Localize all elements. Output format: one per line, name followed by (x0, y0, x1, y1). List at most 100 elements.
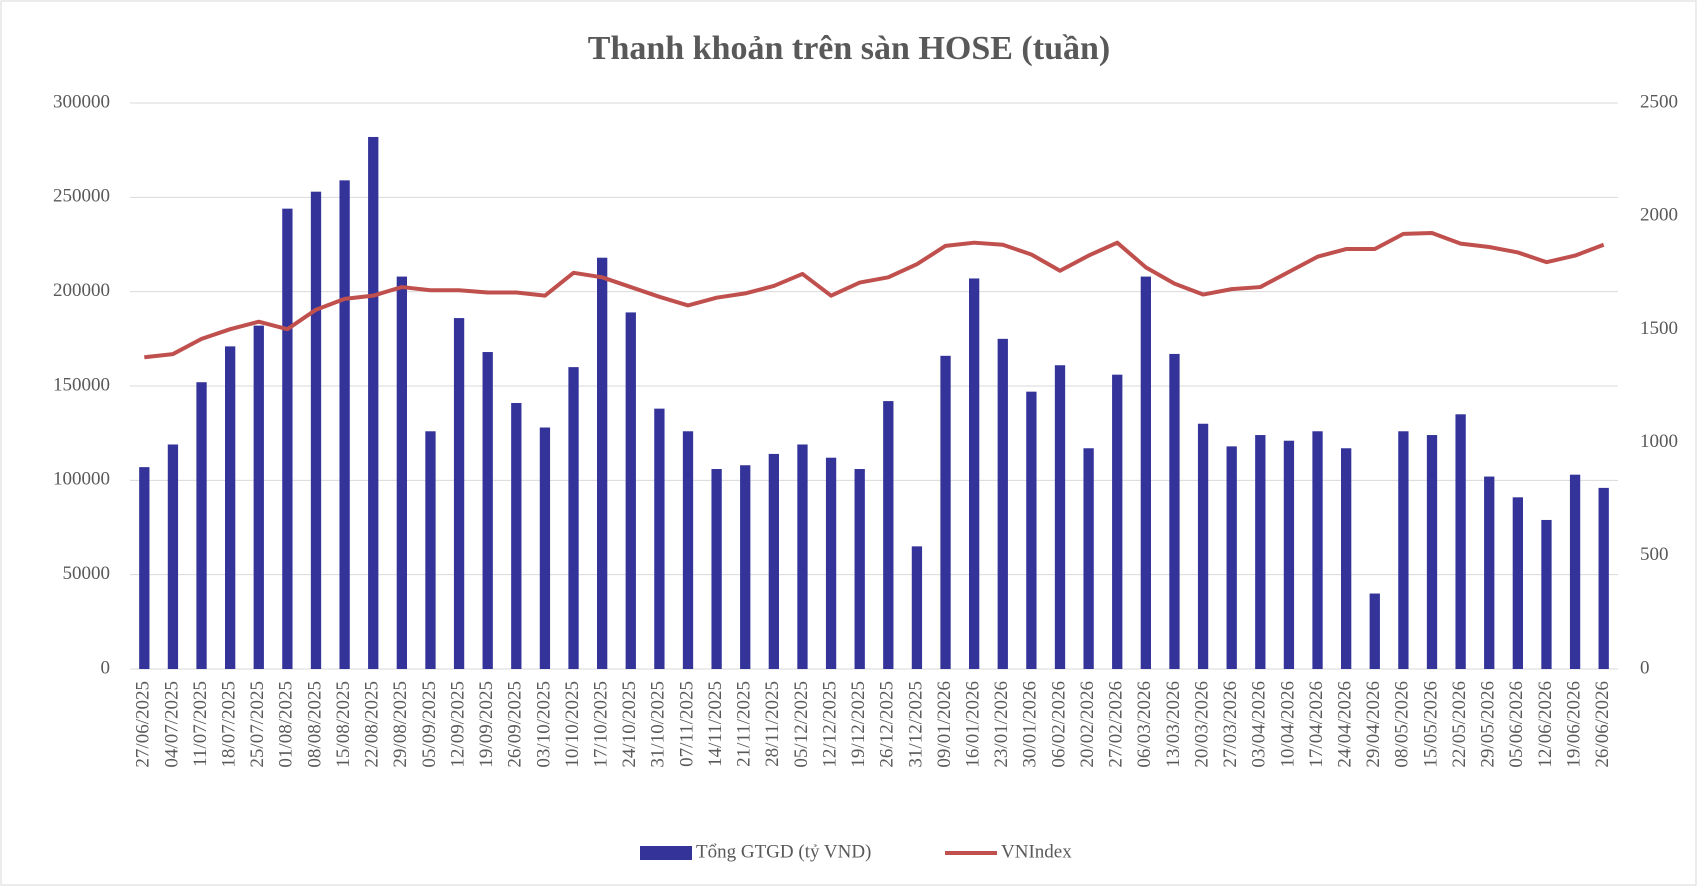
x-tick-label: 29/05/2026 (1478, 681, 1499, 768)
bar (167, 444, 179, 669)
bar (368, 136, 379, 669)
y-tick-label: 50000 (63, 563, 111, 584)
y2-tick-label: 500 (1640, 544, 1669, 565)
x-tick-label: 27/03/2026 (1220, 681, 1241, 768)
bar (1341, 448, 1352, 669)
chart-title: Thanh khoản trên sàn HOSE (tuần) (588, 30, 1110, 67)
bar (1140, 276, 1151, 669)
x-tick-label: 05/12/2025 (791, 681, 812, 768)
x-tick-label: 30/01/2026 (1020, 681, 1041, 768)
y-tick-label: 250000 (53, 186, 110, 207)
x-tick-label: 08/05/2026 (1392, 681, 1413, 768)
bar (740, 465, 751, 669)
y2-tick-label: 2500 (1640, 91, 1678, 112)
x-tick-label: 31/10/2025 (648, 681, 669, 768)
x-tick-label: 16/01/2026 (963, 681, 984, 768)
bar (1484, 476, 1495, 669)
bar (482, 352, 493, 669)
bar (282, 208, 293, 670)
bar (997, 338, 1008, 669)
bar (425, 431, 436, 669)
x-tick-label: 27/06/2025 (133, 681, 154, 768)
bar (625, 312, 636, 669)
x-tick-label: 06/03/2026 (1134, 681, 1155, 768)
bar (911, 546, 923, 669)
x-tick-label: 21/11/2025 (734, 681, 755, 767)
bar (1112, 374, 1123, 669)
x-tick-label: 24/10/2025 (619, 681, 640, 768)
y2-tick-label: 2000 (1640, 205, 1678, 226)
y-tick-label: 300000 (53, 91, 110, 112)
y-tick-label: 200000 (53, 280, 110, 301)
x-tick-label: 20/03/2026 (1191, 681, 1212, 768)
bar (797, 444, 808, 669)
bar (1169, 353, 1180, 669)
bar (453, 318, 465, 669)
bar (1226, 446, 1237, 669)
x-tick-label: 03/04/2026 (1249, 681, 1270, 768)
bar (1197, 423, 1209, 669)
x-tick-label: 22/08/2025 (362, 681, 383, 768)
bar (1426, 435, 1438, 669)
bar (196, 382, 207, 669)
x-tick-label: 27/02/2026 (1106, 681, 1127, 768)
bar (568, 367, 579, 669)
y2-tick-label: 1500 (1640, 318, 1678, 339)
bar (1083, 448, 1094, 669)
x-tick-label: 14/11/2025 (705, 681, 726, 767)
bar (225, 346, 236, 669)
x-tick-label: 28/11/2025 (762, 681, 783, 767)
x-tick-label: 05/06/2026 (1506, 681, 1527, 768)
y-tick-label: 100000 (53, 469, 110, 490)
x-tick-label: 15/08/2025 (333, 681, 354, 768)
bar (1255, 435, 1266, 669)
bar (597, 257, 608, 669)
bar (396, 276, 407, 669)
x-tick-label: 17/10/2025 (591, 681, 612, 768)
bar (1054, 365, 1066, 669)
bar (1598, 487, 1609, 669)
x-tick-label: 23/01/2026 (991, 681, 1012, 768)
bar (1398, 431, 1409, 669)
x-tick-label: 31/12/2025 (905, 681, 926, 768)
x-tick-label: 06/02/2026 (1048, 681, 1069, 768)
x-tick-label: 12/06/2026 (1535, 681, 1556, 768)
x-tick-label: 19/06/2026 (1563, 681, 1584, 768)
x-tick-label: 04/07/2025 (161, 681, 182, 768)
bar (1512, 497, 1523, 669)
x-tick-label: 26/12/2025 (877, 681, 898, 768)
bar (539, 427, 551, 669)
x-tick-label: 03/10/2025 (533, 681, 554, 768)
x-tick-label: 19/12/2025 (848, 681, 869, 768)
bar (969, 278, 980, 669)
bar (940, 355, 951, 669)
x-tick-label: 05/09/2025 (419, 681, 440, 768)
x-tick-label: 22/05/2026 (1449, 681, 1470, 768)
legend-label: Tổng GTGD (tỷ VND) (696, 841, 871, 862)
x-tick-label: 29/08/2025 (390, 681, 411, 768)
line (144, 230, 1605, 360)
bar (1026, 391, 1037, 669)
x-tick-label: 08/08/2025 (304, 681, 325, 768)
bar (825, 457, 837, 669)
x-tick-label: 12/12/2025 (819, 681, 840, 768)
x-tick-label: 26/09/2025 (505, 681, 526, 768)
y2-tick-label: 0 (1640, 657, 1650, 678)
x-tick-label: 25/07/2025 (247, 681, 268, 768)
x-tick-label: 09/01/2026 (934, 681, 955, 768)
x-tick-label: 12/09/2025 (447, 681, 468, 768)
x-tick-label: 29/04/2026 (1363, 681, 1384, 768)
bar (1569, 474, 1581, 669)
bar (1369, 593, 1380, 669)
legend-swatch (640, 846, 692, 860)
x-tick-label: 10/04/2026 (1277, 681, 1298, 768)
y2-tick-label: 1000 (1640, 431, 1678, 452)
bar (854, 469, 865, 669)
bar (1312, 431, 1323, 669)
bar (883, 401, 894, 669)
x-tick-label: 10/10/2025 (562, 681, 583, 768)
x-tick-label: 19/09/2025 (476, 681, 497, 768)
bar (682, 431, 694, 669)
bar (1283, 440, 1295, 669)
